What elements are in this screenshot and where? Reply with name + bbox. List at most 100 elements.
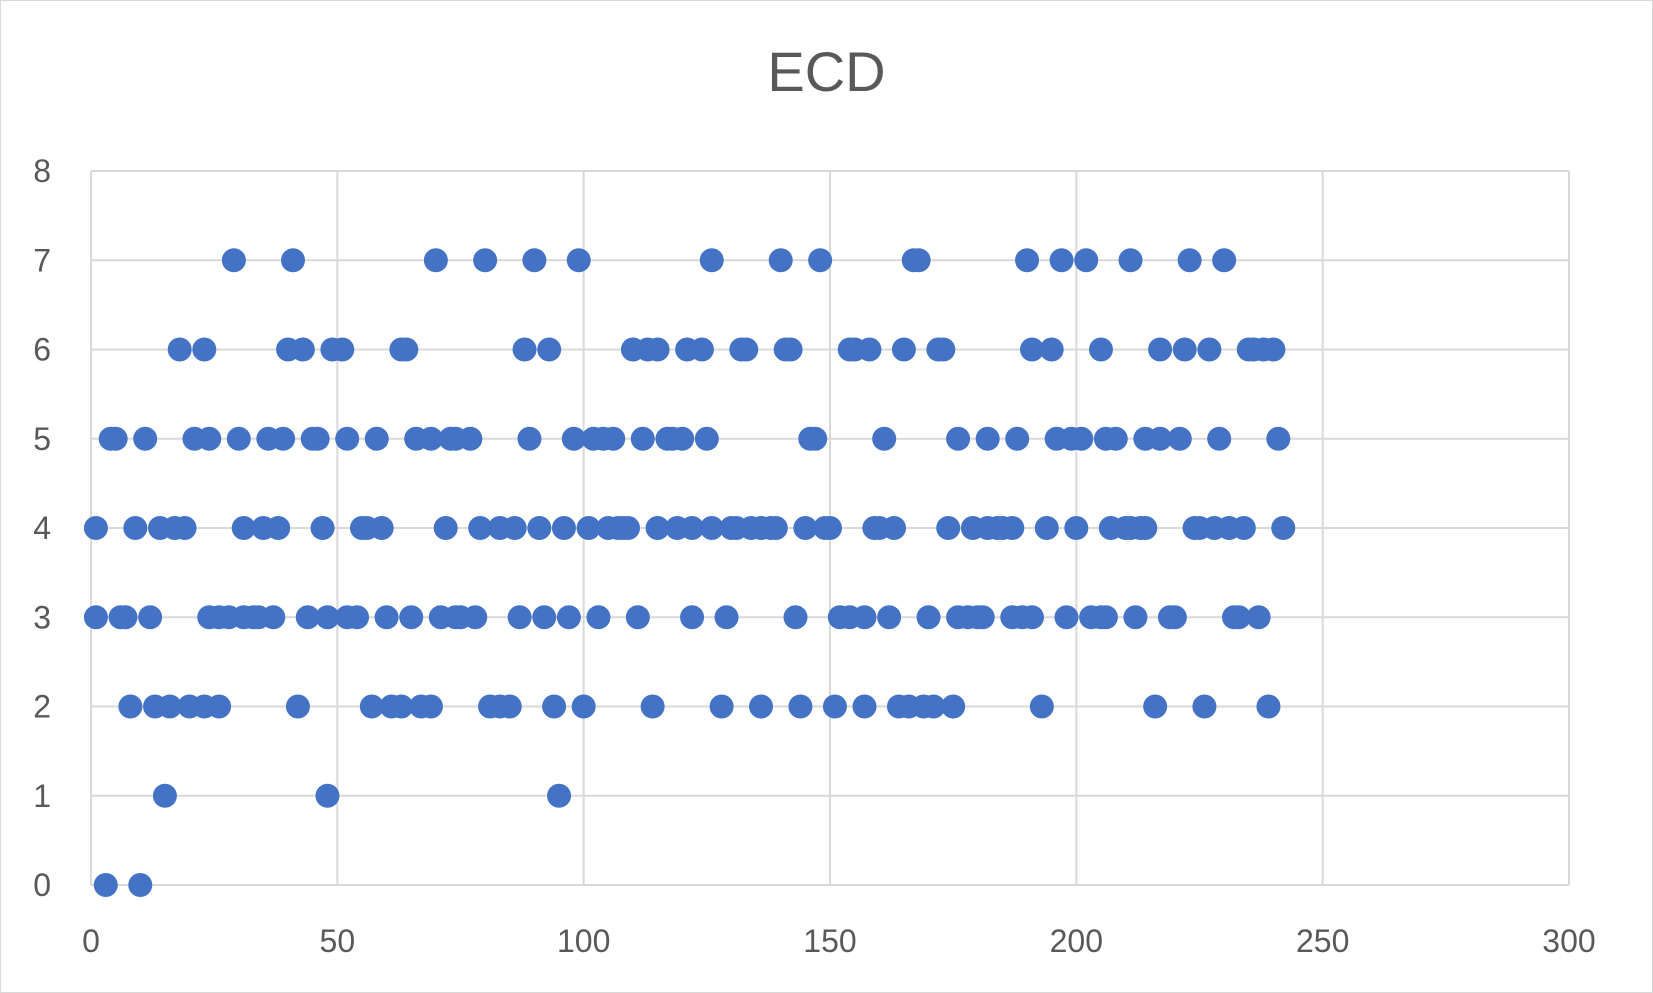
data-point [1246,605,1271,630]
data-point [788,694,813,719]
data-point [399,605,424,630]
data-point [522,248,547,273]
x-tick-label: 250 [1296,923,1349,959]
data-point [852,694,877,719]
y-tick-label: 2 [33,689,51,725]
data-point [1197,337,1222,362]
data-point [123,516,148,540]
data-point [680,516,705,540]
data-point [1261,337,1286,362]
data-point [1207,426,1232,451]
data-point [394,337,419,362]
data-point [1093,605,1118,630]
data-point [1000,516,1025,540]
chart-title: ECD [767,40,886,103]
data-point [83,605,108,630]
data-point [822,694,847,719]
data-point [670,426,695,451]
data-point [507,605,532,630]
data-point [571,694,596,719]
data-point [231,516,256,540]
data-point [891,337,916,362]
data-point [586,605,611,630]
data-point [83,516,108,540]
y-tick-label: 3 [33,599,51,635]
y-tick-label: 7 [33,242,51,278]
data-point [1019,337,1044,362]
x-tick-label: 0 [82,923,100,959]
y-tick-label: 1 [33,778,51,814]
data-point [423,248,448,273]
data-point [852,605,877,630]
data-point [221,248,246,273]
data-point [389,694,414,719]
data-point [877,605,902,630]
data-point [808,248,833,273]
x-tick-label: 300 [1542,923,1595,959]
data-point [226,426,251,451]
data-point [103,426,128,451]
data-point [463,605,488,630]
data-point [1088,337,1113,362]
data-point [1148,426,1173,451]
y-tick-label: 5 [33,421,51,457]
data-point [280,248,305,273]
data-point [616,516,641,540]
data-point [916,605,941,630]
data-point [680,605,705,630]
data-point [857,337,882,362]
data-point [118,694,143,719]
data-point [601,426,626,451]
data-point [364,426,389,451]
data-point [295,605,320,630]
data-point [192,337,217,362]
data-point [418,426,443,451]
data-point [640,694,665,719]
data-point [473,248,498,273]
data-point [630,426,655,451]
data-point [502,516,527,540]
data-point [1148,337,1173,362]
data-point [931,337,956,362]
data-point [1054,605,1079,630]
data-point [315,605,340,630]
data-point [1162,605,1187,630]
data-point [330,337,355,362]
data-point [527,516,552,540]
data-point [271,426,296,451]
data-point [1049,248,1074,273]
data-point [418,694,443,719]
data-point [1005,426,1030,451]
data-point [1019,605,1044,630]
data-point [1177,248,1202,273]
data-point [872,426,897,451]
data-point [345,605,370,630]
data-point [975,426,1000,451]
data-point [197,426,222,451]
data-point [768,248,793,273]
data-point [157,694,182,719]
data-point [290,337,315,362]
data-point [689,337,714,362]
data-point [1266,426,1291,451]
data-point [946,426,971,451]
data-point [906,248,931,273]
data-point [694,426,719,451]
data-point [542,694,567,719]
data-point [93,873,118,897]
data-point [936,516,961,540]
data-point [783,605,808,630]
data-point [285,694,310,719]
data-point [133,426,158,451]
data-point [1271,516,1296,540]
data-point [512,337,537,362]
data-point [970,605,995,630]
data-points [83,248,1296,897]
data-point [882,516,907,540]
data-point [551,516,576,540]
data-point [921,694,946,719]
y-tick-label: 4 [33,510,51,546]
data-point [709,694,734,719]
data-point [699,516,724,540]
